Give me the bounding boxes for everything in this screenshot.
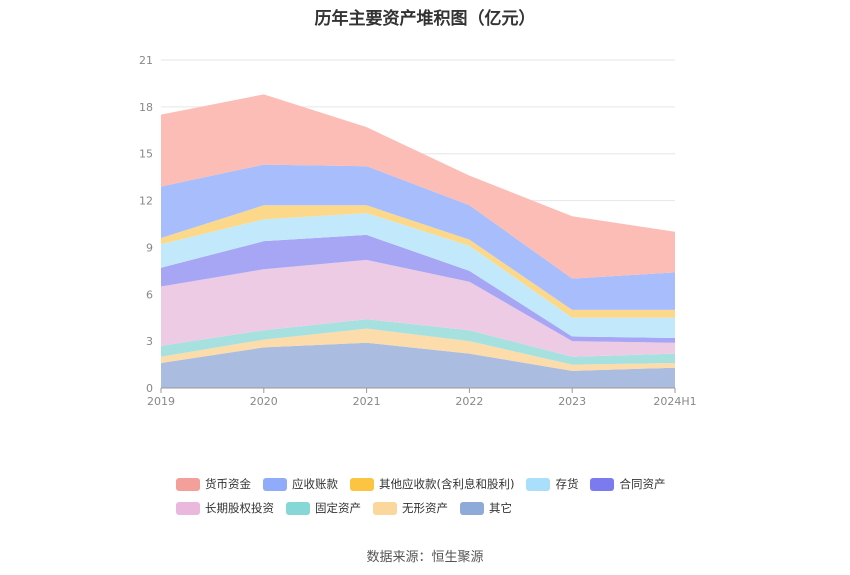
legend-item-other[interactable]: 其它: [460, 500, 512, 516]
y-tick-label: 18: [139, 101, 153, 114]
legend-label: 其他应收款(含利息和股利): [379, 477, 515, 491]
legend-label: 无形资产: [402, 501, 448, 515]
area-series-6: [161, 205, 675, 318]
legend-row-1: 货币资金 应收账款 其他应收款(含利息和股利) 存货 合同资产: [176, 472, 736, 496]
legend-label: 长期股权投资: [205, 501, 274, 515]
y-tick-label: 15: [139, 148, 153, 161]
data-source: 数据来源：恒生聚源: [366, 550, 484, 565]
legend-item-equity-investment[interactable]: 长期股权投资: [176, 500, 274, 516]
legend-item-contract-assets[interactable]: 合同资产: [590, 476, 665, 492]
legend-label: 货币资金: [205, 477, 251, 491]
area-series-4: [161, 234, 675, 343]
legend-item-inventory[interactable]: 存货: [526, 476, 578, 492]
legend-swatch: [460, 501, 484, 515]
y-tick-label: 0: [146, 382, 153, 395]
legend-swatch: [350, 477, 374, 491]
legend-swatch: [373, 501, 397, 515]
y-tick-label: 3: [146, 335, 153, 348]
x-tick-label: 2021: [353, 395, 381, 408]
y-tick-label: 6: [146, 288, 153, 301]
area-series-3: [161, 259, 675, 357]
legend-item-intangible-assets[interactable]: 无形资产: [373, 500, 448, 516]
legend-label: 应收账款: [292, 477, 338, 491]
legend-swatch: [176, 501, 200, 515]
legend-swatch: [590, 477, 615, 491]
x-tick-label: 2022: [455, 395, 483, 408]
chart-legend: 货币资金 应收账款 其他应收款(含利息和股利) 存货 合同资产 长期股权投资 固…: [176, 472, 736, 520]
area-series-2: [161, 319, 675, 365]
stacked-area-chart: 0 3 6 9 12 15 18 21 2019 2020 2021 2022 2023 2024H1: [139, 54, 697, 408]
legend-swatch: [263, 477, 287, 491]
y-tick-label: 9: [146, 241, 153, 254]
legend-row-2: 长期股权投资 固定资产 无形资产 其它: [176, 496, 736, 520]
area-series-5: [161, 213, 675, 339]
x-tick-label: 2023: [558, 395, 586, 408]
legend-item-cash[interactable]: 货币资金: [176, 476, 251, 492]
chart-title: 历年主要资产堆积图（亿元）: [314, 9, 536, 29]
y-tick-label: 21: [139, 54, 153, 67]
area-series-0: [161, 342, 675, 388]
legend-item-fixed-assets[interactable]: 固定资产: [286, 500, 361, 516]
x-tick-label: 2020: [250, 395, 278, 408]
legend-label: 固定资产: [315, 501, 361, 515]
legend-item-other-receivables[interactable]: 其他应收款(含利息和股利): [350, 476, 514, 492]
area-series-1: [161, 328, 675, 371]
legend-label: 存货: [555, 477, 579, 491]
legend-swatch: [526, 477, 551, 491]
legend-item-receivables[interactable]: 应收账款: [263, 476, 338, 492]
x-tick-label: 2024H1: [653, 395, 696, 408]
y-tick-label: 12: [139, 195, 153, 208]
x-tick-label: 2019: [147, 395, 175, 408]
legend-swatch: [176, 477, 200, 491]
legend-swatch: [286, 501, 310, 515]
area-series-8: [161, 94, 675, 279]
legend-label: 其它: [489, 501, 512, 515]
legend-label: 合同资产: [619, 477, 666, 491]
area-series-7: [161, 164, 675, 310]
